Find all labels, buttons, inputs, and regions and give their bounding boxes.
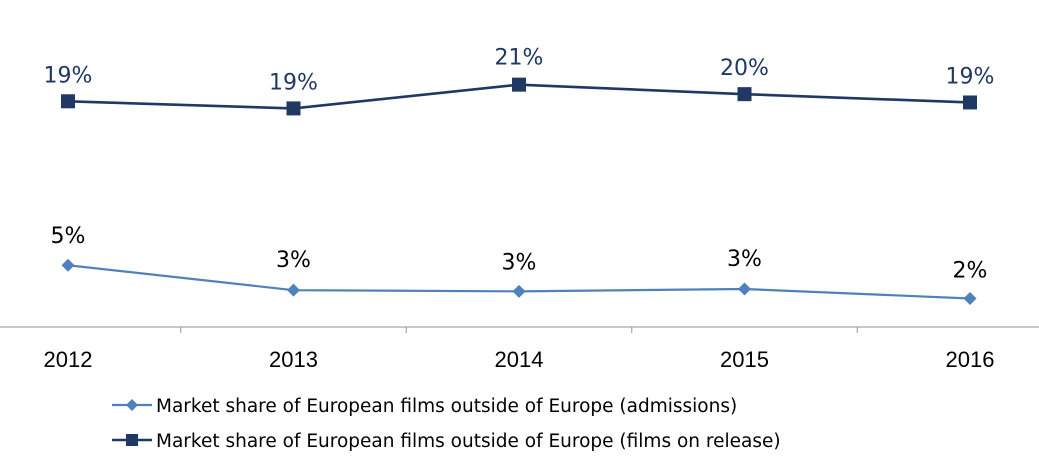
data-point-diamond	[61, 258, 75, 272]
data-label: 19%	[946, 64, 995, 89]
data-label: 20%	[720, 56, 769, 81]
axis-layer: 2012 2013 2014 2015 2016	[0, 326, 1039, 372]
data-point-diamond	[287, 283, 300, 297]
data-point-square	[286, 101, 301, 116]
data-label: 2%	[953, 258, 988, 283]
legend-label: Market share of European films outside o…	[156, 431, 781, 452]
x-tick-label: 2015	[720, 347, 769, 372]
data-label-layer: 5% 3% 3% 3% 2% 19% 19% 21% 20% 19%	[44, 46, 995, 284]
legend-marker-square	[126, 434, 138, 446]
data-label: 5%	[51, 224, 86, 249]
data-point-square	[737, 87, 752, 102]
x-tick-label: 2012	[44, 347, 93, 372]
series-layer	[61, 77, 977, 305]
data-point-square	[61, 94, 75, 109]
data-label: 19%	[44, 63, 93, 88]
data-point-square	[963, 95, 977, 110]
data-label: 21%	[495, 46, 544, 71]
data-label: 19%	[269, 70, 318, 95]
legend-marker-diamond	[126, 399, 138, 411]
data-label: 3%	[276, 248, 311, 273]
x-tick-label: 2014	[495, 347, 544, 372]
data-point-diamond	[512, 284, 526, 298]
legend-label: Market share of European films outside o…	[156, 396, 737, 417]
data-label: 3%	[502, 250, 537, 275]
data-point-diamond	[963, 291, 977, 305]
data-label: 3%	[727, 247, 762, 272]
data-point-square	[512, 77, 526, 92]
legend: Market share of European films outside o…	[112, 396, 781, 452]
data-point-diamond	[738, 282, 751, 296]
x-tick-label: 2016	[946, 347, 995, 372]
x-tick-label: 2013	[269, 347, 318, 372]
